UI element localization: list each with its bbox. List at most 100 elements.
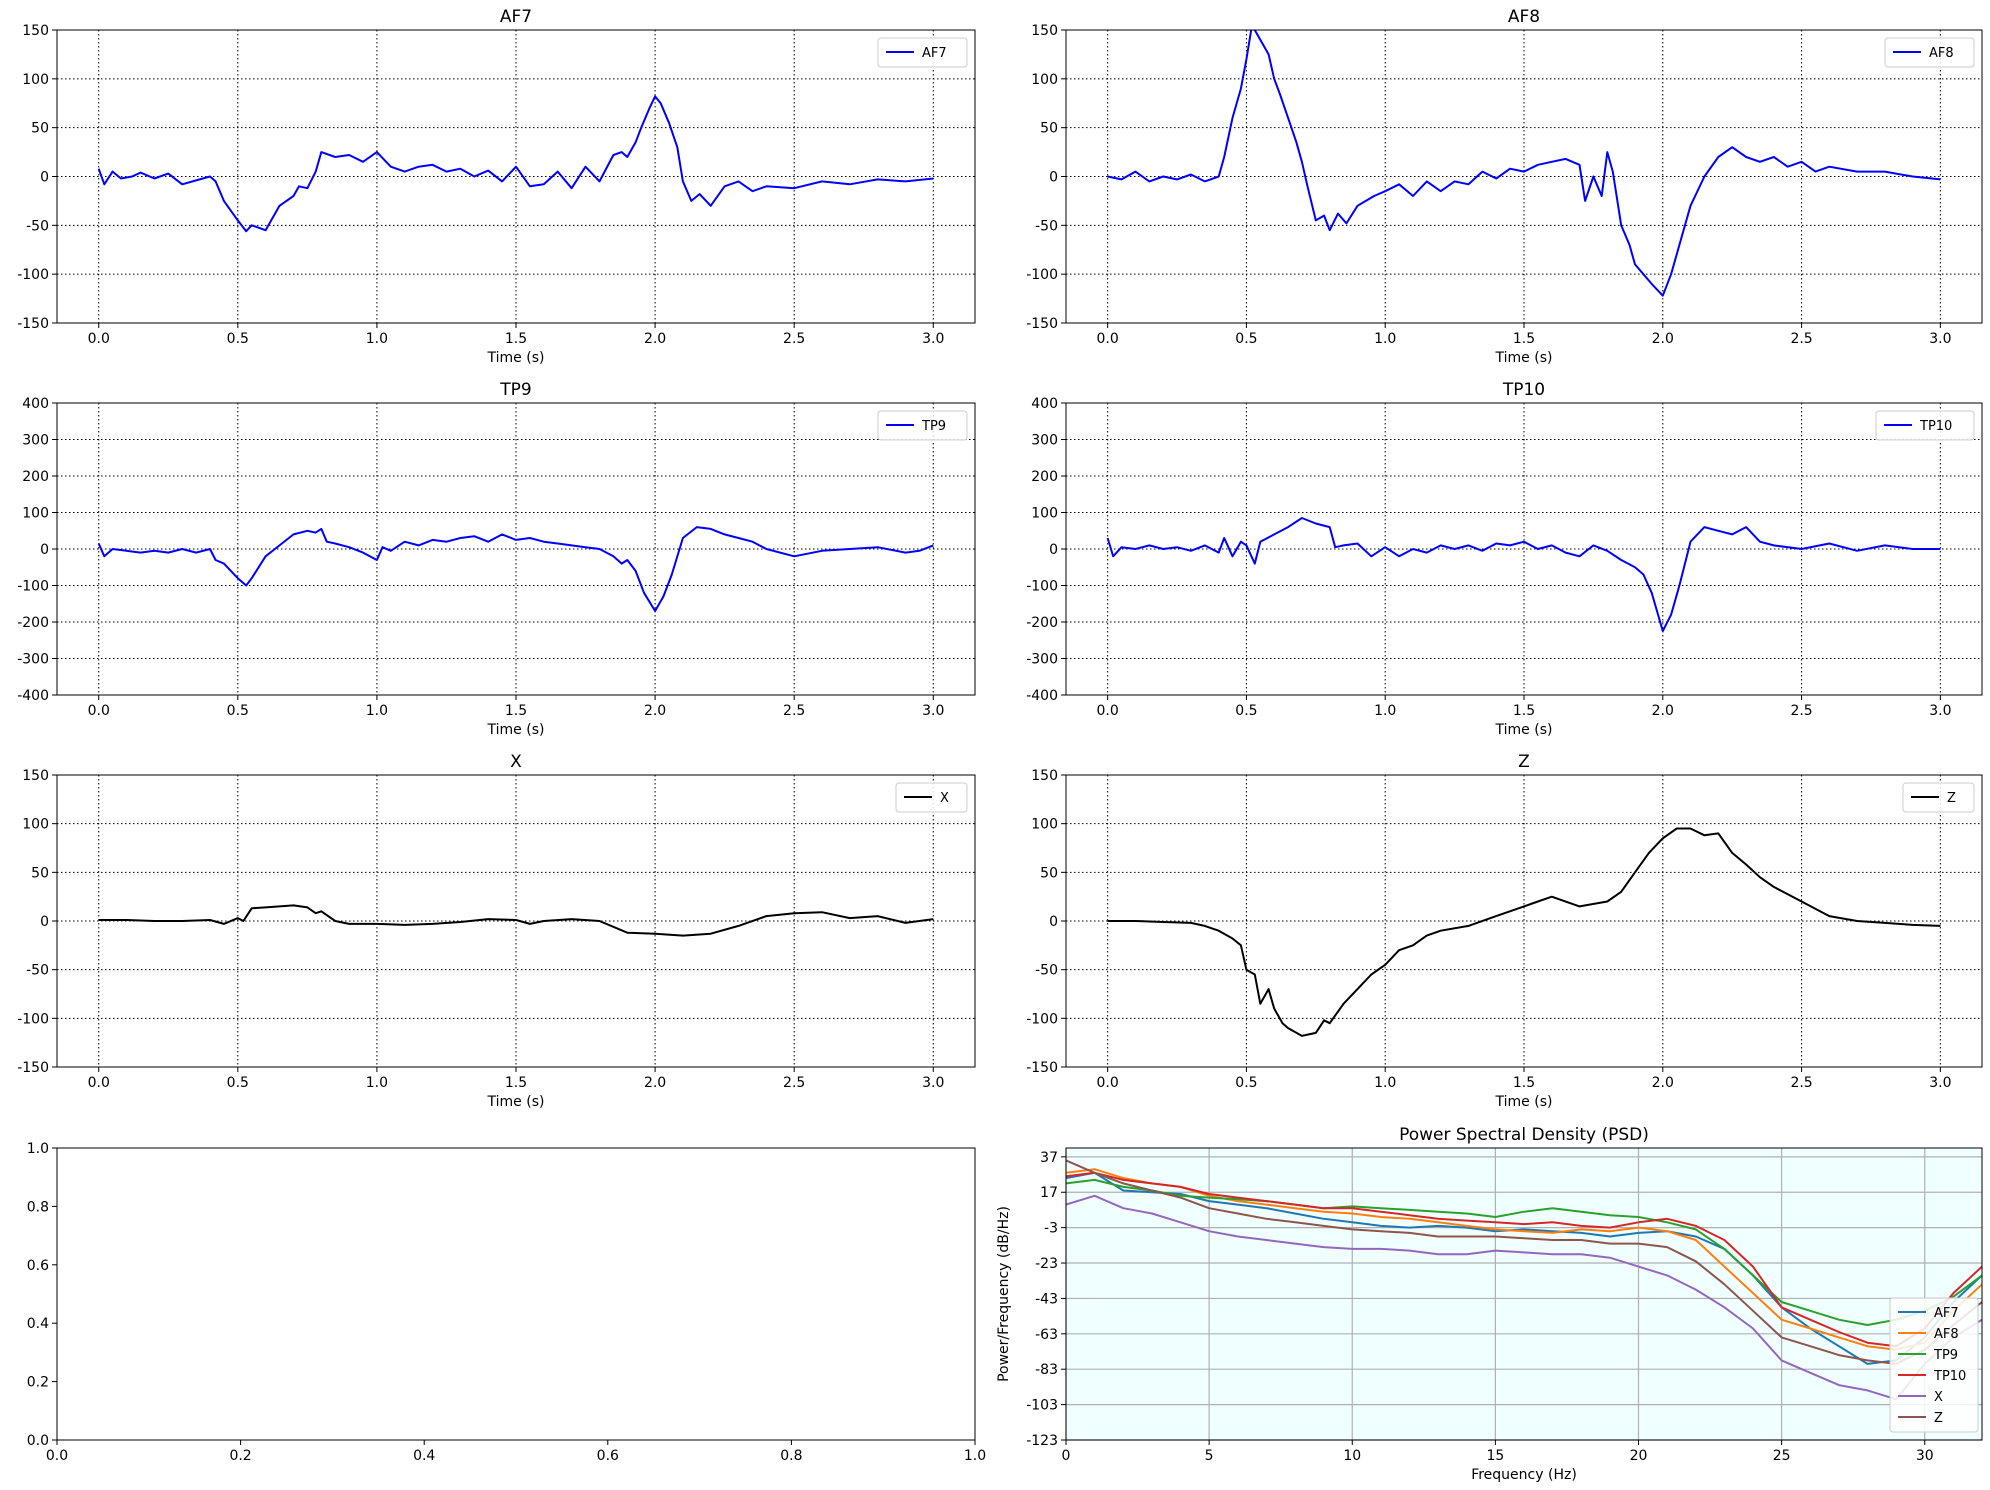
legend-label: TP9 [921, 419, 946, 434]
x-tick-label: 0.0 [88, 331, 110, 347]
y-tick-label: -150 [17, 1060, 49, 1076]
y-tick-label: -100 [1026, 579, 1058, 595]
legend: TP10 [1875, 410, 1975, 441]
x-tick-label: 1.5 [505, 703, 527, 719]
subplot-af8: 0.0 0.5 1.0 1.5 2.0 2.5 3.0 -150 -100 -50 0 50 100 15… [1026, 7, 1983, 366]
series-group [97, 526, 934, 612]
y-tick-label: 150 [1031, 768, 1058, 784]
x-tick-label: 3.0 [922, 1075, 944, 1091]
y-tick-label: -3 [1044, 1221, 1058, 1237]
subplot-af7: 0.0 0.5 1.0 1.5 2.0 2.5 3.0 -150 -100 -50 0 50 100 15… [17, 7, 976, 366]
x-tick-label: 25 [1773, 1448, 1791, 1464]
subplot-power-spectral-density-psd: 0 5 10 15 20 25 30 -123 -103 -83 -63 -43 -23 -3 17 37 Po… [996, 1125, 1983, 1483]
x-tick-label: 1.0 [1374, 331, 1396, 347]
legend: X [895, 782, 968, 813]
subplot-tp10: 0.0 0.5 1.0 1.5 2.0 2.5 3.0 -400 -300 -200 -100 0 10… [1026, 380, 1983, 738]
legend-label: TP10 [1919, 419, 1952, 434]
y-tick-label: 300 [22, 433, 49, 449]
y-tick-label: -43 [1035, 1291, 1058, 1307]
x-tick-label: 0.0 [46, 1448, 68, 1464]
x-tick-label: 1.5 [505, 331, 527, 347]
series-group [97, 95, 934, 233]
y-tick-label: -103 [1026, 1398, 1058, 1414]
y-tick-label: -300 [1026, 652, 1058, 668]
y-tick-label: 50 [1040, 865, 1058, 881]
x-tick-label: 1.0 [1374, 703, 1396, 719]
y-tick-label: 0 [40, 170, 49, 186]
x-tick-label: 1.5 [505, 1075, 527, 1091]
axes-frame [1065, 1147, 1983, 1441]
legend-label: AF7 [1934, 1306, 1959, 1321]
y-tick-label: -200 [1026, 615, 1058, 631]
x-tick-label: 2.5 [783, 703, 805, 719]
x-tick-label: 0.5 [1235, 331, 1257, 347]
y-tick-label: -400 [17, 688, 49, 704]
x-tick-label: 2.5 [1790, 703, 1812, 719]
y-tick-label: 0.2 [27, 1375, 49, 1391]
series-group [1106, 517, 1941, 633]
x-tick-label: 0.0 [1097, 331, 1119, 347]
y-tick-label: 0.4 [27, 1316, 49, 1332]
chart-title: AF8 [1508, 7, 1540, 27]
legend-box [877, 37, 968, 68]
x-tick-label: 3.0 [1929, 1075, 1951, 1091]
y-tick-label: -400 [1026, 688, 1058, 704]
x-axis-label: Time (s) [487, 1094, 545, 1110]
y-tick-label: 100 [1031, 506, 1058, 522]
series-group [98, 904, 934, 937]
x-axis-label: Time (s) [1495, 722, 1553, 738]
x-axis-label: Time (s) [1495, 1094, 1553, 1110]
y-tick-label: -50 [26, 218, 49, 234]
x-tick-label: 0.5 [227, 1075, 249, 1091]
x-tick-label: 0.0 [1097, 1075, 1119, 1091]
y-tick-label: -150 [17, 316, 49, 332]
y-tick-label: -200 [17, 615, 49, 631]
y-tick-label: 100 [22, 72, 49, 88]
y-tick-label: 0 [1049, 542, 1058, 558]
series-line-af8 [1107, 30, 1941, 297]
x-tick-label: 0.8 [780, 1448, 802, 1464]
y-tick-label: -150 [1026, 316, 1058, 332]
legend-box [1889, 1297, 1979, 1433]
y-tick-label: 100 [22, 817, 49, 833]
x-tick-label: 1.0 [366, 703, 388, 719]
x-tick-label: 3.0 [922, 331, 944, 347]
x-tick-label: 1.0 [366, 1075, 388, 1091]
x-tick-label: 2.5 [1790, 1075, 1812, 1091]
y-tick-label: -23 [1035, 1256, 1058, 1272]
x-tick-label: 0.5 [227, 703, 249, 719]
chart-title: AF7 [500, 7, 532, 27]
y-tick-label: 100 [22, 506, 49, 522]
x-tick-label: 5 [1205, 1448, 1214, 1464]
x-tick-label: 30 [1916, 1448, 1934, 1464]
y-tick-label: 200 [22, 469, 49, 485]
subplot-tp9: 0.0 0.5 1.0 1.5 2.0 2.5 3.0 -400 -300 -200 -100 0 10… [17, 380, 976, 738]
x-axis-label: Time (s) [487, 722, 545, 738]
y-tick-label: -83 [1035, 1362, 1058, 1378]
y-tick-label: 0.0 [27, 1433, 49, 1449]
y-tick-label: 0 [1049, 914, 1058, 930]
legend-box [1884, 37, 1975, 68]
series-line-af7 [1066, 1171, 1982, 1365]
series-line-tp9 [1066, 1178, 1982, 1326]
x-axis-label: Frequency (Hz) [1471, 1467, 1577, 1483]
y-tick-label: 100 [1031, 72, 1058, 88]
x-tick-label: 0.0 [1097, 703, 1119, 719]
legend-label: Z [1947, 791, 1956, 806]
y-tick-label: 300 [1031, 433, 1058, 449]
y-tick-label: -123 [1026, 1433, 1058, 1449]
y-tick-label: -50 [1035, 218, 1058, 234]
subplot-empty: 0.0 0.2 0.4 0.6 0.8 1.0 0.0 0.2 0.4 0.6 0.8 1.0 [27, 1141, 986, 1464]
y-tick-label: -100 [17, 267, 49, 283]
chart-title: TP9 [499, 380, 531, 400]
series-line-af7 [97, 95, 934, 233]
y-tick-label: 150 [22, 23, 49, 39]
legend: AF8 [1884, 37, 1975, 68]
y-tick-label: 0.6 [27, 1258, 49, 1274]
series-line-z [1066, 1159, 1982, 1365]
x-tick-label: 2.0 [644, 703, 666, 719]
x-tick-label: 2.5 [1790, 331, 1812, 347]
series-line-x [1066, 1194, 1982, 1401]
y-tick-label: 1.0 [27, 1141, 49, 1157]
